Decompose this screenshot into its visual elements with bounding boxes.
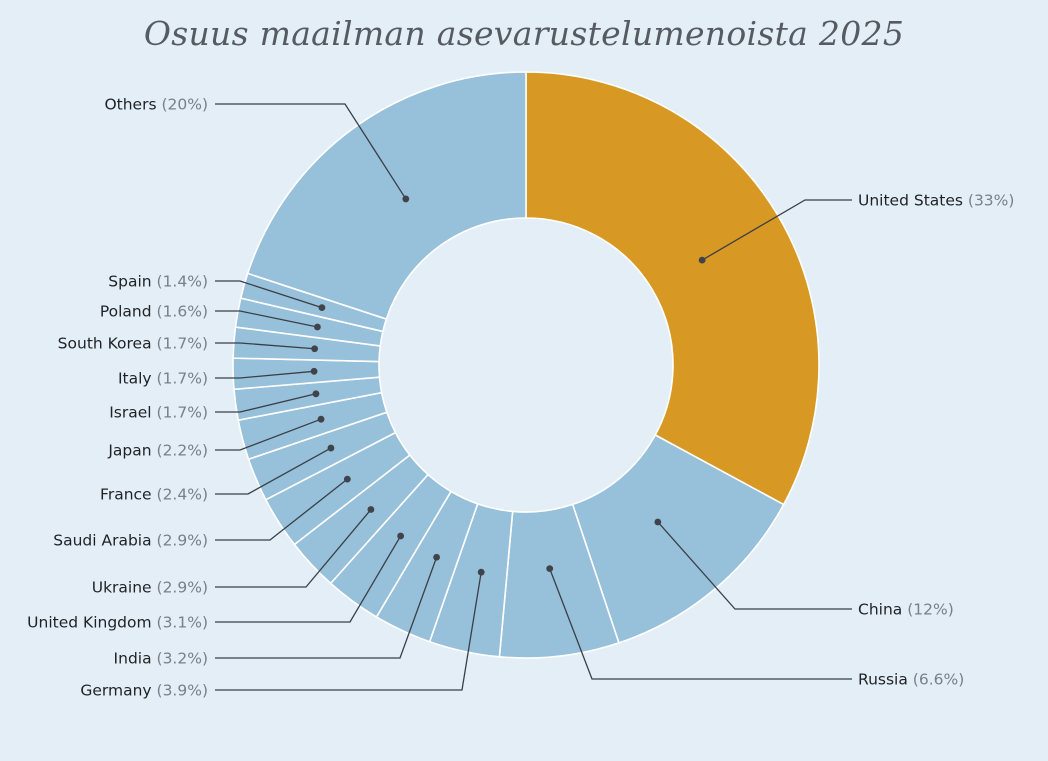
chart-title: Osuus maailman asevarustelumenoista 2025 (143, 14, 905, 53)
label-pct-others: (20%) (161, 96, 208, 114)
leader-line-israel (215, 393, 317, 413)
label-ukraine: Ukraine (2.9%) (92, 579, 208, 597)
label-name-spain: Spain (108, 273, 156, 291)
leader-line-united-states (701, 199, 852, 261)
leader-line-india (215, 557, 438, 659)
leader-line-russia (549, 568, 852, 680)
label-japan: Japan (2.2%) (107, 442, 208, 460)
leader-line-italy (215, 370, 315, 379)
leader-dot-spain (318, 304, 326, 312)
leader-dot-others (402, 195, 410, 203)
leader-dot-united-states (698, 256, 706, 264)
label-name-germany: Germany (80, 682, 156, 700)
label-name-ukraine: Ukraine (92, 579, 157, 597)
slice-others (246, 71, 527, 321)
label-others: Others (20%) (104, 96, 208, 114)
label-pct-united-states: (33%) (968, 192, 1015, 210)
label-pct-russia: (6.6%) (913, 671, 964, 689)
slice-china (571, 433, 785, 644)
label-saudi-arabia: Saudi Arabia (2.9%) (53, 532, 208, 550)
label-france: France (2.4%) (100, 486, 208, 504)
label-pct-israel: (1.7%) (157, 404, 208, 422)
label-pct-spain: (1.4%) (157, 273, 208, 291)
label-italy: Italy (1.7%) (118, 370, 208, 388)
leader-line-ukraine (215, 509, 372, 588)
leader-line-japan (215, 418, 322, 451)
leader-dot-china (654, 518, 662, 526)
leader-dot-france (327, 444, 335, 452)
label-name-italy: Italy (118, 370, 157, 388)
leader-dot-russia (546, 565, 554, 573)
leader-dot-poland (314, 323, 321, 331)
label-pct-china: (12%) (907, 601, 954, 619)
label-pct-saudi-arabia: (2.9%) (157, 532, 208, 550)
leader-dot-japan (317, 415, 325, 423)
leader-dot-south-korea (311, 345, 319, 353)
leader-line-france (215, 447, 332, 495)
leader-dot-ukraine (367, 506, 375, 513)
leader-dot-italy (310, 367, 318, 375)
label-israel: Israel (1.7%) (109, 404, 208, 422)
label-name-poland: Poland (100, 303, 157, 321)
label-germany: Germany (3.9%) (80, 682, 208, 700)
label-pct-germany: (3.9%) (157, 682, 208, 700)
leader-dot-israel (312, 390, 320, 398)
label-name-saudi-arabia: Saudi Arabia (53, 532, 156, 550)
label-united-kingdom: United Kingdom (3.1%) (27, 614, 208, 632)
label-poland: Poland (1.6%) (100, 303, 208, 321)
leader-line-south-korea (215, 342, 315, 350)
label-name-india: India (114, 650, 157, 668)
leader-dot-united-kingdom (397, 532, 405, 540)
label-pct-south-korea: (1.7%) (157, 335, 208, 353)
label-pct-italy: (1.7%) (157, 370, 208, 388)
label-name-china: China (858, 601, 907, 619)
leader-line-china (657, 521, 852, 610)
label-pct-india: (3.2%) (157, 650, 208, 668)
leader-line-poland (215, 310, 318, 328)
label-spain: Spain (1.4%) (108, 273, 208, 291)
leader-dot-india (433, 553, 440, 561)
label-name-united-states: United States (858, 192, 968, 210)
leader-line-saudi-arabia (215, 478, 348, 541)
leader-dot-germany (477, 568, 485, 576)
label-pct-poland: (1.6%) (157, 303, 208, 321)
label-russia: Russia (6.6%) (858, 671, 964, 689)
label-pct-ukraine: (2.9%) (157, 579, 208, 597)
label-pct-france: (2.4%) (157, 486, 208, 504)
label-pct-japan: (2.2%) (157, 442, 208, 460)
label-south-korea: South Korea (1.7%) (58, 335, 208, 353)
label-china: China (12%) (858, 601, 954, 619)
label-india: India (3.2%) (114, 650, 208, 668)
label-pct-united-kingdom: (3.1%) (157, 614, 208, 632)
leader-dot-saudi-arabia (343, 475, 351, 483)
label-name-israel: Israel (109, 404, 156, 422)
label-name-united-kingdom: United Kingdom (27, 614, 156, 632)
label-name-south-korea: South Korea (58, 335, 157, 353)
label-united-states: United States (33%) (858, 192, 1014, 210)
label-name-russia: Russia (858, 671, 913, 689)
label-name-france: France (100, 486, 156, 504)
leader-line-others (215, 103, 407, 200)
slice-united-states (525, 71, 820, 506)
leader-line-united-kingdom (215, 535, 402, 623)
leader-line-germany (215, 572, 482, 691)
label-name-japan: Japan (107, 442, 156, 460)
label-name-others: Others (104, 96, 161, 114)
leader-line-spain (215, 280, 323, 309)
